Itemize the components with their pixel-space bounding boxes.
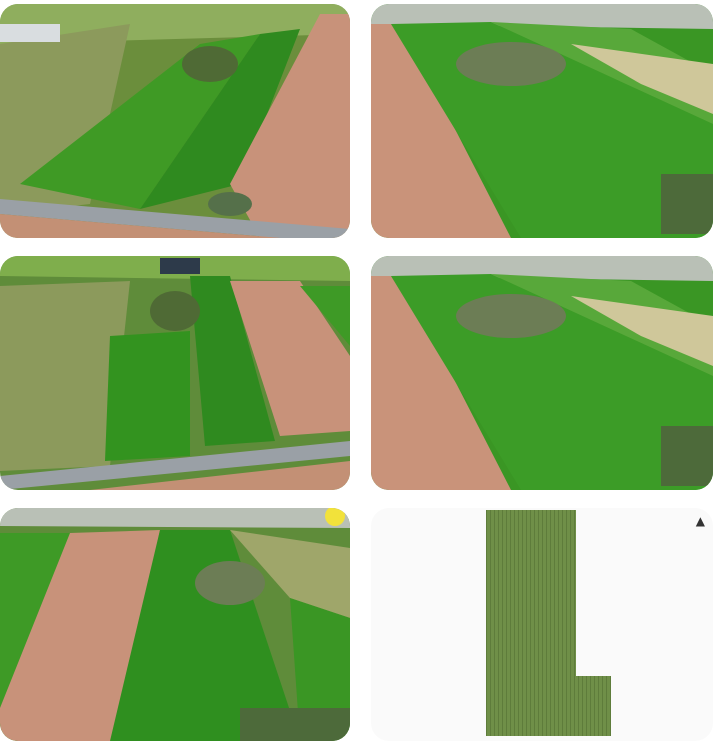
field-plan[interactable]: ▲ (371, 508, 713, 741)
aerial-photo-3[interactable] (0, 256, 350, 490)
field-shape (486, 510, 611, 736)
aerial-photo-5[interactable] (0, 508, 350, 741)
aerial-photo-1[interactable] (0, 4, 350, 238)
aerial-photo-2[interactable] (371, 4, 713, 238)
aerial-photo-4[interactable] (371, 256, 713, 490)
north-arrow-icon: ▲ (695, 514, 705, 528)
